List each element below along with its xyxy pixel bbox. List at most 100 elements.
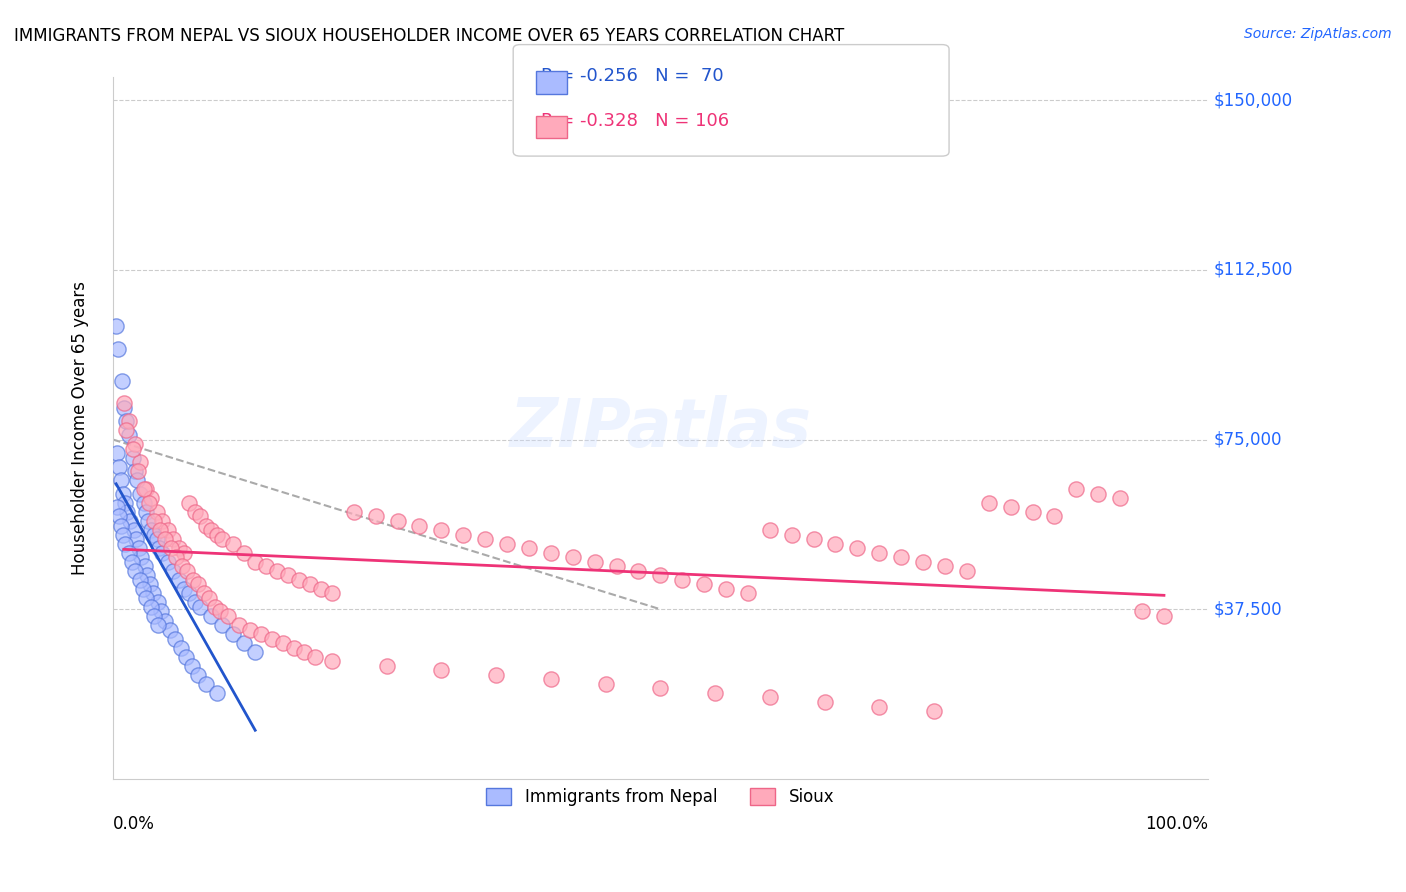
Point — [190, 599, 212, 614]
Point — [868, 699, 890, 714]
Point — [141, 491, 163, 506]
Point — [159, 623, 181, 637]
Point — [129, 455, 152, 469]
Point — [194, 518, 217, 533]
Point — [190, 509, 212, 524]
Point — [150, 546, 173, 560]
Point — [304, 649, 326, 664]
Point — [321, 654, 343, 668]
Point — [142, 609, 165, 624]
Point — [156, 555, 179, 569]
Point — [540, 673, 562, 687]
Point — [176, 564, 198, 578]
Point — [155, 532, 177, 546]
Point — [228, 618, 250, 632]
Point — [150, 514, 173, 528]
Point — [430, 663, 453, 677]
Point — [309, 582, 332, 596]
Point — [132, 483, 155, 497]
Point — [162, 532, 184, 546]
Point — [217, 609, 239, 624]
Point — [1000, 500, 1022, 515]
Point — [160, 541, 183, 555]
Point — [496, 536, 519, 550]
Point — [200, 523, 222, 537]
Point — [485, 668, 508, 682]
Point — [321, 586, 343, 600]
Point — [205, 527, 228, 541]
Point — [912, 555, 935, 569]
Point — [139, 599, 162, 614]
Point — [135, 568, 157, 582]
Point — [824, 536, 846, 550]
Point — [156, 523, 179, 537]
Point — [127, 464, 149, 478]
Legend: Immigrants from Nepal, Sioux: Immigrants from Nepal, Sioux — [479, 781, 841, 813]
Point — [387, 514, 409, 528]
Point — [155, 614, 177, 628]
Point — [125, 532, 148, 546]
Point — [115, 505, 138, 519]
Point — [124, 464, 146, 478]
Point — [112, 396, 135, 410]
Text: $112,500: $112,500 — [1213, 260, 1292, 279]
Point — [110, 518, 132, 533]
Point — [517, 541, 540, 555]
Text: R = -0.328   N = 106: R = -0.328 N = 106 — [541, 112, 730, 129]
Point — [165, 550, 187, 565]
Point — [107, 342, 129, 356]
Point — [868, 546, 890, 560]
Point — [193, 586, 215, 600]
Point — [277, 568, 299, 582]
Point — [200, 609, 222, 624]
Point — [128, 541, 150, 555]
Point — [118, 546, 141, 560]
Point — [146, 595, 169, 609]
Point — [222, 536, 245, 550]
Point — [211, 618, 233, 632]
Point — [135, 505, 157, 519]
Point — [167, 541, 190, 555]
Point — [143, 514, 166, 528]
Point — [288, 573, 311, 587]
Point — [704, 686, 727, 700]
Point — [110, 374, 132, 388]
Point — [693, 577, 716, 591]
Point — [118, 428, 141, 442]
Point — [1043, 509, 1066, 524]
Point — [813, 695, 835, 709]
Point — [108, 509, 131, 524]
Point — [375, 658, 398, 673]
Point — [111, 487, 134, 501]
Point — [124, 437, 146, 451]
Point — [583, 555, 606, 569]
Point — [141, 523, 163, 537]
Point — [181, 573, 204, 587]
Point — [165, 632, 187, 646]
Point — [139, 577, 162, 591]
Point — [105, 446, 128, 460]
Point — [451, 527, 474, 541]
Point — [194, 677, 217, 691]
Point — [956, 564, 979, 578]
Point — [759, 690, 782, 705]
Point — [343, 505, 366, 519]
Point — [650, 568, 672, 582]
Point — [271, 636, 294, 650]
Point — [112, 527, 135, 541]
Point — [430, 523, 453, 537]
Point — [243, 645, 266, 659]
Point — [108, 459, 131, 474]
Point — [142, 586, 165, 600]
Point — [211, 532, 233, 546]
Point — [184, 505, 207, 519]
Point — [671, 573, 693, 587]
Point — [780, 527, 803, 541]
Point — [114, 496, 136, 510]
Text: 0.0%: 0.0% — [112, 815, 155, 833]
Point — [294, 645, 316, 659]
Point — [540, 546, 562, 560]
Point — [1066, 483, 1088, 497]
Point — [605, 559, 627, 574]
Point — [239, 623, 262, 637]
